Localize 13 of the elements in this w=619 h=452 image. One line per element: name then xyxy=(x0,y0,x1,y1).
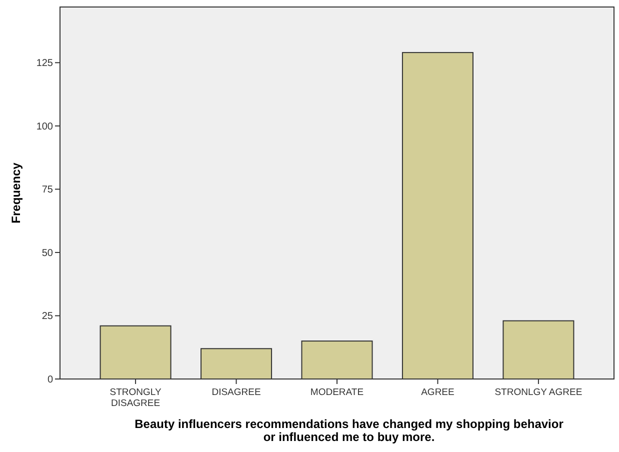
x-axis-title: Beauty influencers recommendations have changed my shopping behavior or influenced me to buy more. xyxy=(134,417,564,444)
y-tick-label: 100 xyxy=(36,121,54,132)
x-tick-label: DISAGREE xyxy=(212,387,261,398)
x-tick-label: STRONLGY AGREE xyxy=(494,387,582,398)
x-tick-label: MODERATE xyxy=(310,387,364,398)
x-tick-label: AGREE xyxy=(421,387,454,398)
y-tick-label: 0 xyxy=(47,374,54,386)
y-tick-label: 75 xyxy=(42,184,54,196)
y-tick-label: 25 xyxy=(42,311,54,322)
x-tick-label: STRONGLY DISAGREE xyxy=(110,387,162,409)
y-tick-label: 50 xyxy=(42,248,54,259)
y-axis-title: Frequency xyxy=(9,162,23,224)
y-tick-label: 125 xyxy=(36,58,54,70)
